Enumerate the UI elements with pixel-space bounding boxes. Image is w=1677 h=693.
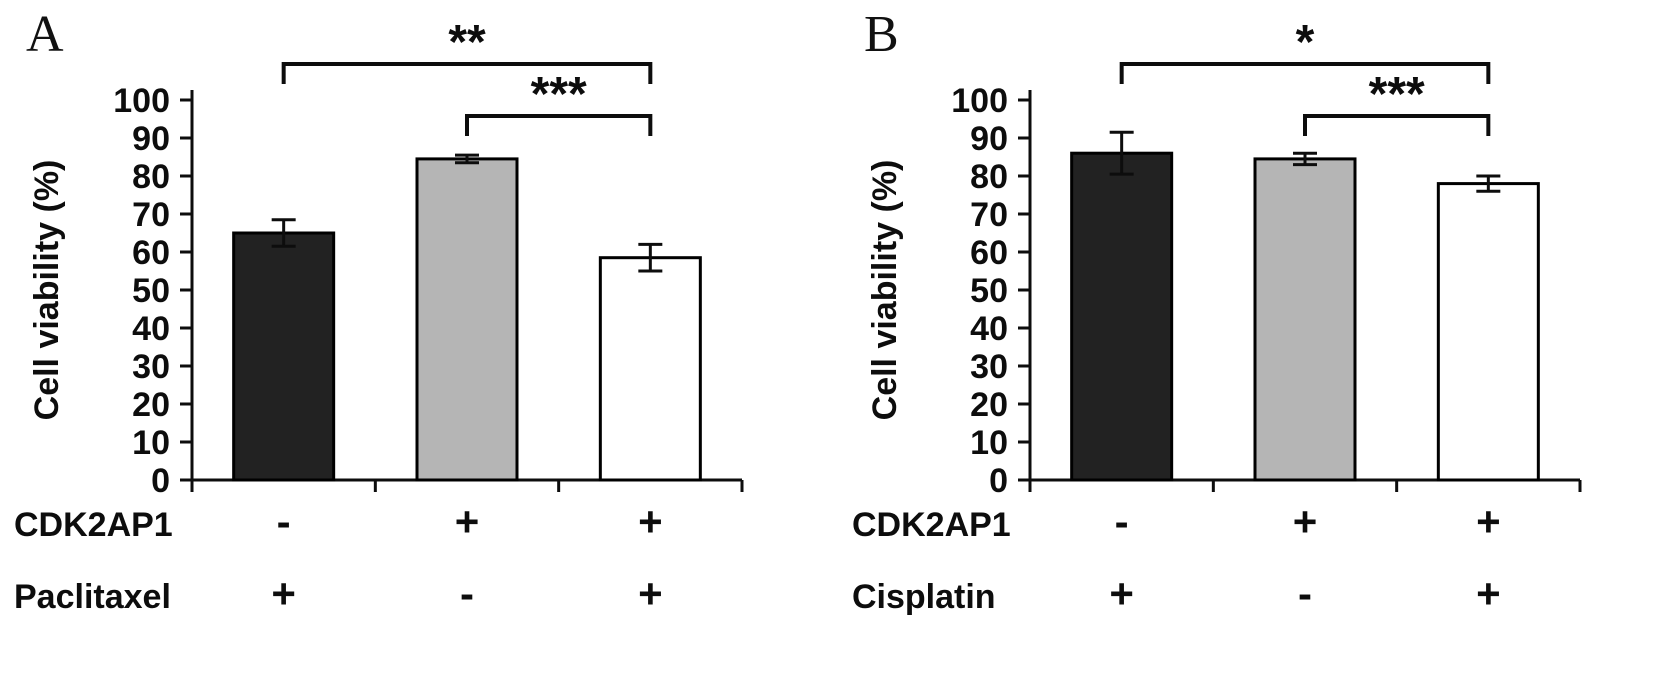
significance-label: ** xyxy=(448,16,486,69)
panel-a: A 0 10 20 30 40 50 60 70 80 90 100 Cell viability (… xyxy=(0,0,838,693)
condition-value: - xyxy=(277,498,291,545)
bar xyxy=(1253,157,1357,482)
y-tick-label: 60 xyxy=(132,234,170,272)
panel-b: B 0 10 20 30 40 50 60 70 80 90 100 Cell viability (… xyxy=(838,0,1676,693)
y-tick-label: 0 xyxy=(151,462,170,500)
condition-row: CDK2AP1 - + + xyxy=(14,498,663,545)
condition-value: - xyxy=(1115,498,1129,545)
condition-row-label: CDK2AP1 xyxy=(852,506,1011,544)
y-tick-label: 20 xyxy=(970,386,1008,424)
condition-value: + xyxy=(1476,570,1501,617)
y-tick-label: 90 xyxy=(970,120,1008,158)
bracket-path xyxy=(1119,62,1491,84)
y-axis-label: Cell viability (%) xyxy=(866,160,904,421)
condition-row-label: CDK2AP1 xyxy=(14,506,173,544)
condition-row: CDK2AP1 - + + xyxy=(852,498,1501,545)
bars xyxy=(1070,151,1540,482)
y-tick-label: 30 xyxy=(132,348,170,386)
significance-bracket xyxy=(465,114,653,136)
condition-value: - xyxy=(1298,570,1312,617)
y-axis-label: Cell viability (%) xyxy=(28,160,66,421)
condition-row-label: Cisplatin xyxy=(852,578,996,616)
error-bars xyxy=(1109,130,1501,193)
y-tick-label: 90 xyxy=(132,120,170,158)
y-tick-label: 80 xyxy=(132,158,170,196)
y-tick-label: 20 xyxy=(132,386,170,424)
significance-bracket xyxy=(1303,114,1491,136)
y-tick-label: 10 xyxy=(132,424,170,462)
error-bars xyxy=(271,153,663,273)
bracket-path xyxy=(465,114,653,136)
bars xyxy=(232,157,702,482)
condition-value: + xyxy=(1109,570,1134,617)
y-tick-label: 80 xyxy=(970,158,1008,196)
y-tick-label: 100 xyxy=(951,82,1008,120)
panel-b-letter: B xyxy=(864,6,899,63)
condition-value: - xyxy=(460,570,474,617)
condition-value: + xyxy=(1476,498,1501,545)
significance-bracket xyxy=(281,62,653,84)
significance-bracket xyxy=(1119,62,1491,84)
significance-label: *** xyxy=(531,68,587,121)
y-tick-label: 100 xyxy=(113,82,170,120)
y-tick-label: 60 xyxy=(970,234,1008,272)
condition-value: + xyxy=(638,498,663,545)
condition-row: Cisplatin + - + xyxy=(852,570,1501,617)
significance-label: *** xyxy=(1369,68,1425,121)
significance-label: * xyxy=(1296,16,1315,69)
panel-a-letter: A xyxy=(26,6,64,63)
bracket-path xyxy=(281,62,653,84)
y-tick-label: 70 xyxy=(970,196,1008,234)
condition-row: Paclitaxel + - + xyxy=(14,570,663,617)
y-tick-label: 70 xyxy=(132,196,170,234)
y-tick-label: 50 xyxy=(970,272,1008,310)
condition-value: + xyxy=(271,570,296,617)
condition-value: + xyxy=(638,570,663,617)
bracket-path xyxy=(1303,114,1491,136)
bar xyxy=(1070,151,1174,482)
bar xyxy=(415,157,519,482)
y-tick-label: 0 xyxy=(989,462,1008,500)
bar xyxy=(598,256,702,482)
y-tick-label: 10 xyxy=(970,424,1008,462)
bar xyxy=(232,231,336,482)
y-tick-label: 40 xyxy=(970,310,1008,348)
condition-row-label: Paclitaxel xyxy=(14,578,171,616)
bar xyxy=(1436,182,1540,482)
y-tick-label: 30 xyxy=(970,348,1008,386)
y-tick-label: 40 xyxy=(132,310,170,348)
condition-value: + xyxy=(1293,498,1318,545)
y-tick-label: 50 xyxy=(132,272,170,310)
condition-value: + xyxy=(455,498,480,545)
